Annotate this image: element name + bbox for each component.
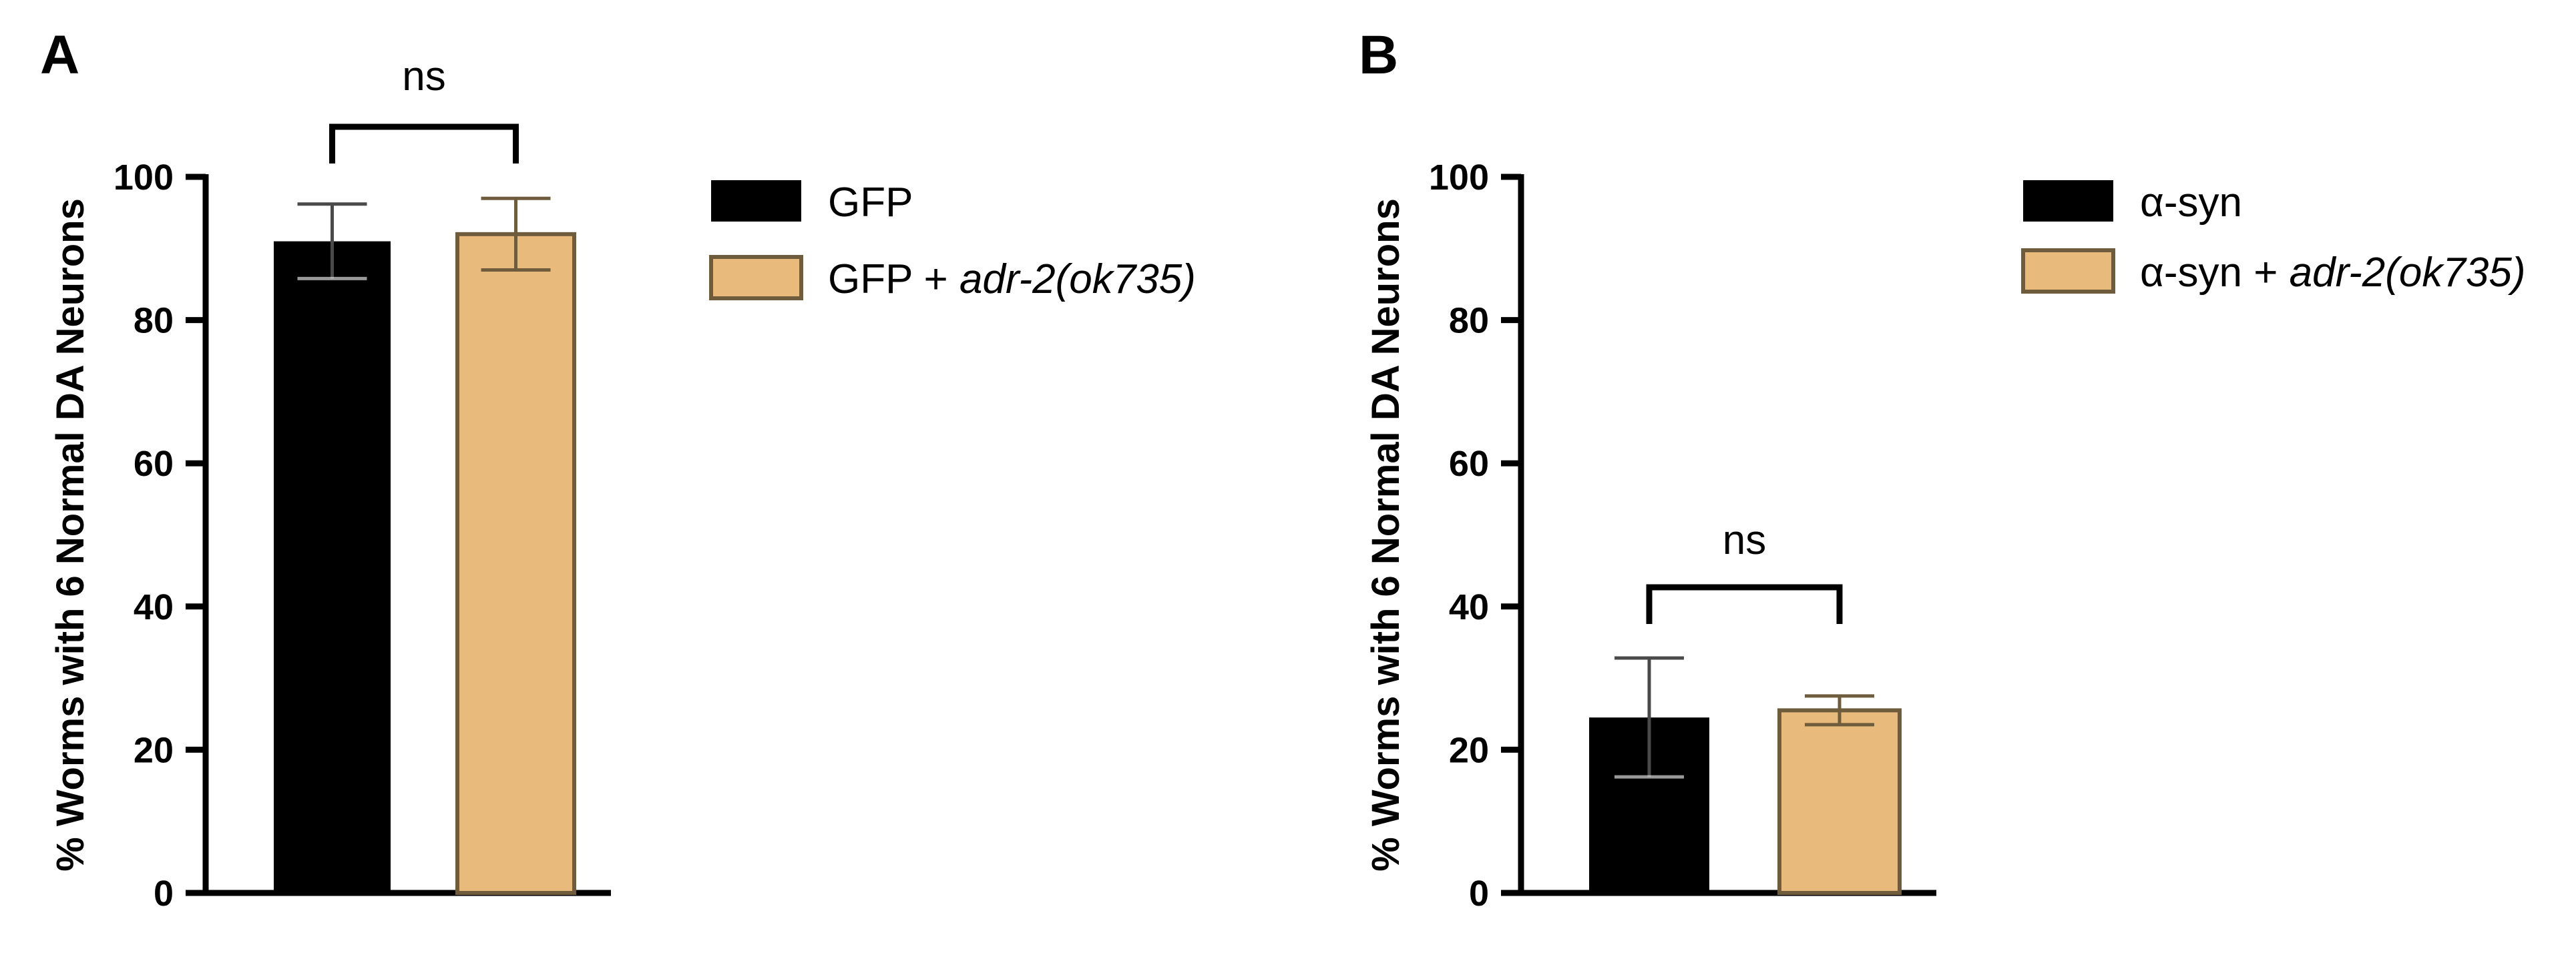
y-tick-label: 60 bbox=[1449, 444, 1489, 484]
legend-swatch bbox=[711, 180, 801, 222]
y-tick-label: 100 bbox=[1429, 157, 1489, 198]
legend-label-plain: GFP bbox=[828, 180, 913, 226]
legend-swatch bbox=[709, 255, 803, 300]
bar-mutant bbox=[455, 232, 576, 895]
legend-label-plain: α-syn bbox=[2140, 180, 2242, 226]
y-tick-label: 80 bbox=[1449, 301, 1489, 341]
y-tick-label: 40 bbox=[134, 587, 174, 627]
y-tick-label: 80 bbox=[134, 301, 174, 341]
y-tick-label: 0 bbox=[1469, 874, 1489, 914]
y-tick-label: 20 bbox=[1449, 730, 1489, 770]
y-tick-label: 0 bbox=[154, 874, 174, 914]
y-tick-label: 20 bbox=[134, 730, 174, 770]
y-axis-title: % Worms with 6 Normal DA Neurons bbox=[1364, 198, 1408, 872]
bar-mutant bbox=[1777, 708, 1902, 895]
bar-control bbox=[274, 241, 391, 893]
legend-swatch bbox=[2021, 248, 2115, 294]
legend-label: α-syn + adr-2(ok735) bbox=[2140, 250, 2525, 296]
legend-label: GFP bbox=[828, 180, 913, 226]
legend-label-italic: adr-2(ok735) bbox=[2290, 250, 2526, 296]
panel-label: B bbox=[1359, 25, 1398, 85]
significance-label: ns bbox=[402, 53, 445, 99]
panel-label: A bbox=[40, 25, 79, 85]
significance-bracket bbox=[329, 123, 519, 164]
significance-label: ns bbox=[1723, 517, 1766, 563]
y-axis-title: % Worms with 6 Normal DA Neurons bbox=[49, 198, 92, 872]
legend-label: α-syn bbox=[2140, 180, 2242, 226]
legend-label-italic: adr-2(ok735) bbox=[959, 256, 1196, 302]
significance-bracket bbox=[1646, 584, 1843, 624]
y-tick-label: 100 bbox=[114, 157, 174, 198]
y-tick-label: 40 bbox=[1449, 587, 1489, 627]
legend-label: GFP + adr-2(ok735) bbox=[828, 256, 1196, 302]
legend-label-plain: GFP + bbox=[828, 256, 959, 302]
legend-swatch bbox=[2023, 180, 2113, 222]
y-tick-label: 60 bbox=[134, 444, 174, 484]
legend-label-plain: α-syn + bbox=[2140, 250, 2290, 296]
